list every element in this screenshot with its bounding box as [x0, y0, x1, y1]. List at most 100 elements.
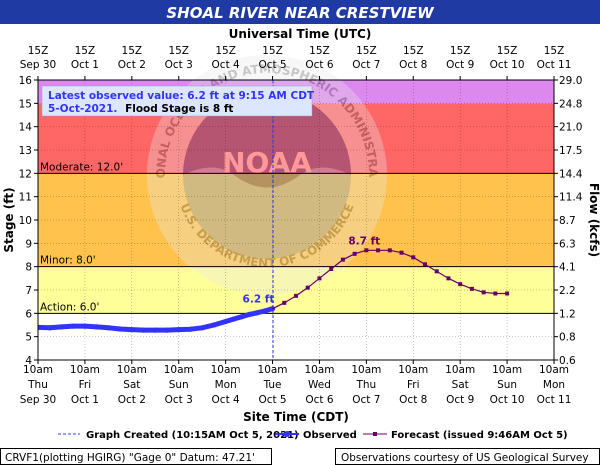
flow-tick-label: 2.2: [559, 285, 576, 297]
observed-point: [238, 314, 244, 320]
cdt-tick-day: Sun: [497, 379, 517, 391]
flood-category-lines: Action: 6.0' Minor: 8.0' Moderate: 12.0': [38, 161, 554, 314]
forecast-point: [481, 290, 486, 295]
observed-point: [38, 324, 41, 330]
flow-tick-label: 11.4: [559, 192, 583, 204]
threshold-label-moderate: Moderate: 12.0': [40, 161, 123, 173]
cdt-tick-time: 10am: [398, 364, 428, 376]
y-tick-label: 16: [19, 75, 33, 87]
annotation-flood-stage: Flood Stage is 8 ft: [125, 103, 233, 115]
y-tick-label: 6: [25, 308, 32, 320]
bottom-axis-title: Site Time (CDT): [243, 410, 349, 424]
forecast-point: [364, 248, 369, 253]
cdt-tick-time: 10am: [492, 364, 522, 376]
y-tick-label: 8: [25, 262, 32, 274]
utc-tick-date: Oct 3: [165, 59, 193, 71]
legend-forecast-marker: [373, 432, 377, 436]
annotation-line1: Latest observed value: 6.2 ft at 9:15 AM…: [48, 90, 315, 102]
forecast-point: [317, 276, 322, 281]
cdt-tick-day: Thu: [355, 379, 376, 391]
axis-labels: 4 5 6 7 8 9 10 11 12 13 14 15 16 29.0 24.8 21.0 17.5 14.4…: [19, 45, 583, 406]
legend: Graph Created (10:15AM Oct 5, 2021) Obse…: [58, 430, 568, 441]
forecast-point: [505, 291, 510, 296]
utc-tick-date: Oct 11: [537, 59, 572, 71]
observed-point: [262, 308, 268, 314]
cdt-tick-time: 10am: [258, 364, 288, 376]
flow-tick-label: 1.2: [559, 308, 576, 320]
observed-point: [47, 325, 53, 331]
forecast-point: [282, 300, 287, 305]
legend-forecast: Forecast (issued 9:46AM Oct 5): [391, 430, 568, 441]
cdt-tick-day: Fri: [407, 379, 420, 391]
cdt-tick-time: 10am: [445, 364, 475, 376]
utc-tick-time: 15Z: [215, 45, 236, 57]
utc-tick-date: Oct 10: [490, 59, 525, 71]
y-tick-label: 14: [19, 122, 33, 134]
title-bar: [0, 0, 600, 24]
cdt-tick-day: Sat: [123, 379, 140, 391]
utc-tick-time: 15Z: [356, 45, 377, 57]
forecast-point: [387, 248, 392, 253]
cdt-tick-day: Sat: [452, 379, 469, 391]
utc-tick-time: 15Z: [309, 45, 330, 57]
observed-point: [254, 310, 260, 316]
flow-tick-label: 14.4: [559, 168, 583, 180]
cdt-tick-time: 10am: [211, 364, 241, 376]
y-tick-label: 15: [19, 98, 32, 110]
forecast-point: [399, 250, 404, 255]
observed-point: [129, 327, 135, 333]
peak-value-label: 8.7 ft: [348, 235, 380, 247]
observed-point: [199, 325, 205, 331]
observed-point: [152, 327, 158, 333]
observed-point: [246, 311, 252, 318]
forecast-point: [305, 285, 310, 290]
observed-point: [223, 318, 229, 325]
observed-point: [140, 327, 147, 333]
flow-tick-label: 4.1: [559, 262, 576, 274]
y-axis-title-right: Flow (kcfs): [587, 183, 600, 257]
cdt-tick-date: Oct 5: [258, 394, 286, 406]
cdt-tick-time: 10am: [304, 364, 334, 376]
utc-tick-time: 15Z: [497, 45, 518, 57]
y-tick-label: 4: [25, 355, 32, 367]
cdt-tick-day: Mon: [543, 379, 565, 391]
y-tick-label: 13: [19, 145, 32, 157]
y-tick-label: 10: [19, 215, 32, 227]
observed-point: [117, 326, 123, 332]
forecast-point: [469, 286, 474, 291]
watermark-center-text: NOAA: [222, 146, 312, 179]
series-layer: [38, 248, 510, 333]
observed-point: [58, 324, 65, 330]
latest-value-label: 6.2 ft: [243, 294, 275, 306]
cdt-tick-time: 10am: [539, 364, 569, 376]
observed-point: [105, 325, 111, 331]
forecast-point: [411, 255, 416, 260]
flow-tick-label: 21.0: [559, 122, 582, 134]
footer-credit: Observations courtesy of US Geological S…: [341, 452, 589, 464]
cdt-tick-time: 10am: [70, 364, 100, 376]
y-tick-label: 11: [19, 192, 32, 204]
cdt-tick-date: Sep 30: [20, 394, 57, 406]
legend-graph-created: Graph Created (10:15AM Oct 5, 2021): [86, 430, 299, 441]
legend-observed: Observed: [303, 430, 357, 441]
cdt-tick-day: Sun: [169, 379, 189, 391]
cdt-tick-date: Oct 9: [446, 394, 474, 406]
utc-tick-date: Oct 7: [352, 59, 380, 71]
observed-point: [211, 322, 217, 328]
observed-point: [164, 327, 170, 333]
utc-tick-time: 15Z: [450, 45, 471, 57]
observed-point: [230, 316, 237, 322]
flow-tick-label: 8.7: [559, 215, 576, 227]
threshold-label-minor: Minor: 8.0': [40, 255, 96, 267]
cdt-tick-day: Thu: [27, 379, 48, 391]
observed-point: [176, 327, 182, 333]
cdt-tick-time: 10am: [164, 364, 194, 376]
cdt-tick-date: Oct 1: [71, 394, 99, 406]
forecast-point: [446, 276, 451, 281]
flow-tick-label: 24.8: [559, 98, 582, 110]
forecast-point: [340, 257, 345, 262]
forecast-point: [434, 269, 439, 274]
y-tick-label: 9: [25, 238, 32, 250]
latest-observed-annotation: Latest observed value: 6.2 ft at 9:15 AM…: [41, 85, 315, 117]
utc-tick-date: Sep 30: [20, 59, 57, 71]
